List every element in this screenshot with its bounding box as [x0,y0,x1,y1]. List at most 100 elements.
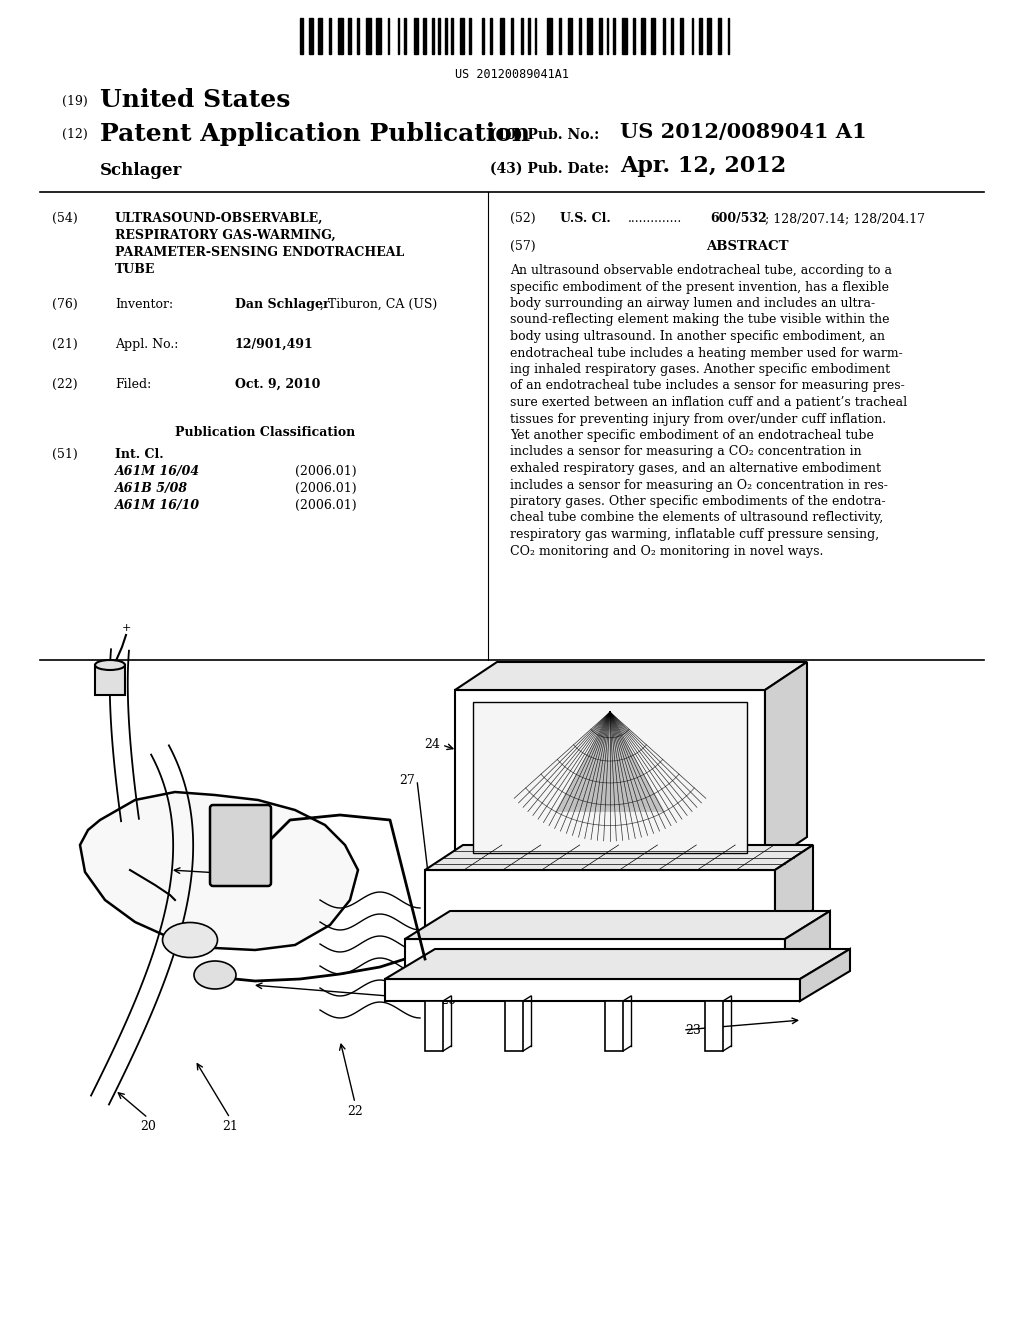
Text: (22): (22) [52,378,78,391]
Text: ABSTRACT: ABSTRACT [706,240,788,253]
Text: , Tiburon, CA (US): , Tiburon, CA (US) [319,298,437,312]
Text: U.S. Cl.: U.S. Cl. [560,213,610,224]
Bar [425,1001,443,1051]
Text: 26: 26 [440,994,456,1006]
Bar [347,18,350,54]
Text: endotracheal tube includes a heating member used for warm-: endotracheal tube includes a heating mem… [510,346,903,359]
Bar [423,18,426,54]
Text: (51): (51) [52,447,78,461]
Text: 27: 27 [399,774,415,787]
Text: 28: 28 [610,671,626,682]
Bar [547,18,552,54]
Bar [469,18,470,54]
Bar [376,18,381,54]
Text: (21): (21) [52,338,78,351]
FancyBboxPatch shape [210,805,271,886]
Text: respiratory gas warming, inflatable cuff pressure sensing,: respiratory gas warming, inflatable cuff… [510,528,880,541]
Text: (2006.01): (2006.01) [295,482,356,495]
Text: Filed:: Filed: [115,378,152,391]
Text: ing inhaled respiratory gases. Another specific embodiment: ing inhaled respiratory gases. Another s… [510,363,890,376]
Text: Dan Schlager: Dan Schlager [234,298,330,312]
Text: 25: 25 [232,846,248,859]
Bar [406,939,785,977]
Text: piratory gases. Other specific embodiments of the endotra-: piratory gases. Other specific embodimen… [510,495,886,508]
Text: Inventor:: Inventor: [115,298,173,312]
Bar [606,18,608,54]
Bar [308,18,312,54]
Text: specific embodiment of the present invention, has a flexible: specific embodiment of the present inven… [510,281,889,293]
Text: 12/901,491: 12/901,491 [234,338,313,351]
Bar [300,18,303,54]
Polygon shape [385,949,850,979]
Bar [579,18,581,54]
Text: US 2012/0089041 A1: US 2012/0089041 A1 [620,121,866,143]
Bar [535,18,536,54]
Bar [559,18,561,54]
Polygon shape [555,711,665,812]
Text: 10: 10 [255,870,271,883]
Bar [338,18,343,54]
Bar [460,18,464,54]
Polygon shape [785,911,830,977]
Text: 24: 24 [424,738,440,751]
Text: Apr. 12, 2012: Apr. 12, 2012 [620,154,786,177]
Bar [587,18,592,54]
Bar [605,1001,623,1051]
Bar [425,870,775,935]
Text: sure exerted between an inflation cuff and a patient’s tracheal: sure exerted between an inflation cuff a… [510,396,907,409]
Polygon shape [80,792,358,950]
Bar [641,18,645,54]
Polygon shape [455,663,807,690]
Bar [366,18,371,54]
Bar [505,1001,523,1051]
Text: A61B 5/08: A61B 5/08 [115,482,188,495]
Text: (57): (57) [510,240,536,253]
Text: A61M 16/04: A61M 16/04 [115,465,200,478]
Text: An ultrasound observable endotracheal tube, according to a: An ultrasound observable endotracheal tu… [510,264,892,277]
Bar [520,18,522,54]
Bar [357,18,359,54]
Text: ..............: .............. [628,213,682,224]
Text: (10) Pub. No.:: (10) Pub. No.: [490,128,599,143]
Bar [397,18,399,54]
Text: RESPIRATORY GAS-WARMING,: RESPIRATORY GAS-WARMING, [115,228,336,242]
Bar [451,18,453,54]
Bar [718,18,721,54]
Polygon shape [425,845,813,870]
Bar [663,18,665,54]
Polygon shape [406,911,830,939]
Text: TUBE: TUBE [115,263,156,276]
Text: ; 128/207.14; 128/204.17: ; 128/207.14; 128/204.17 [765,213,925,224]
Text: includes a sensor for measuring a CO₂ concentration in: includes a sensor for measuring a CO₂ co… [510,446,861,458]
Bar [438,18,439,54]
Text: United States: United States [100,88,291,112]
Bar [527,18,529,54]
Bar [444,18,446,54]
Bar [698,18,701,54]
Text: Yet another specific embodiment of an endotracheal tube: Yet another specific embodiment of an en… [510,429,873,442]
Bar [385,979,800,1001]
Text: (76): (76) [52,298,78,312]
Text: A61M 16/10: A61M 16/10 [115,499,200,512]
Ellipse shape [95,660,125,671]
Bar [490,18,492,54]
Text: ULTRASOUND-OBSERVABLE,: ULTRASOUND-OBSERVABLE, [115,213,324,224]
Text: includes a sensor for measuring an O₂ concentration in res-: includes a sensor for measuring an O₂ co… [510,479,888,491]
Bar [691,18,693,54]
Text: (52): (52) [510,213,536,224]
Bar [568,18,572,54]
Text: (43) Pub. Date:: (43) Pub. Date: [490,162,609,176]
Bar [329,18,331,54]
Bar [612,18,614,54]
Polygon shape [800,949,850,1001]
Bar [727,18,729,54]
Bar [705,1001,723,1051]
Text: 22: 22 [347,1105,362,1118]
Text: 21: 21 [222,1119,238,1133]
Text: cheal tube combine the elements of ultrasound reflectivity,: cheal tube combine the elements of ultra… [510,511,884,524]
Text: 600/532: 600/532 [710,213,767,224]
Text: body surrounding an airway lumen and includes an ultra-: body surrounding an airway lumen and inc… [510,297,876,310]
Text: 23: 23 [685,1023,700,1036]
Bar [95,665,125,696]
Text: (12): (12) [62,128,88,141]
